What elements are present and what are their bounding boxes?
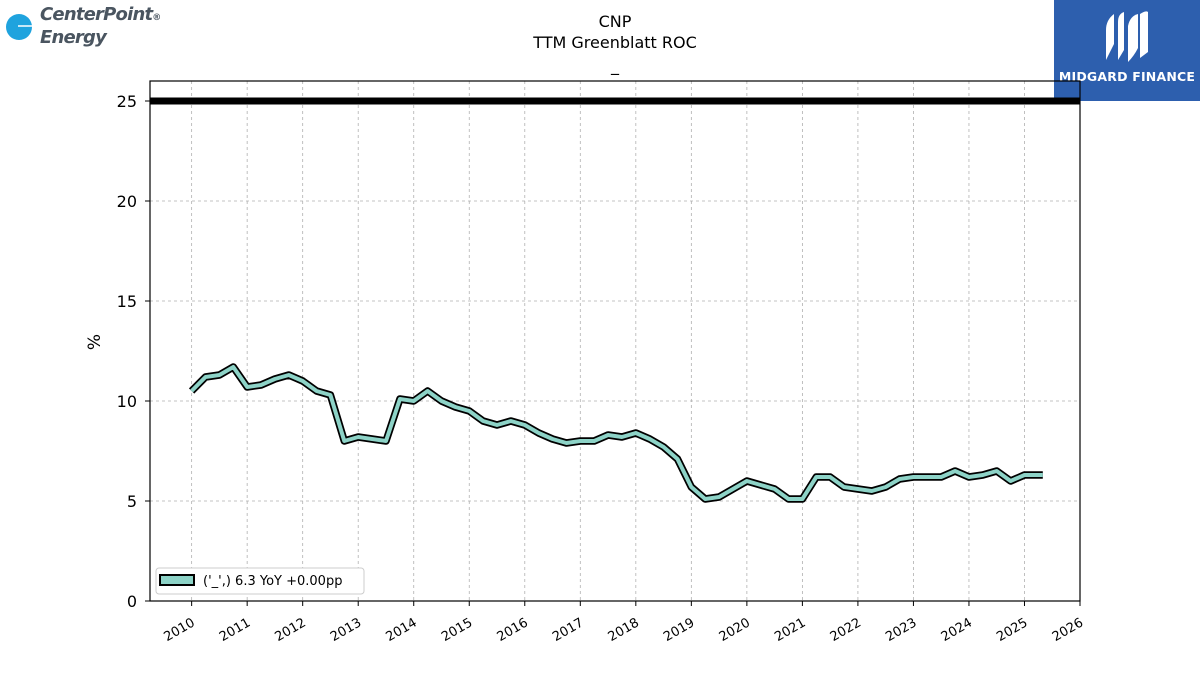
y-tick-label: 25 <box>117 92 137 111</box>
y-tick-label: 15 <box>117 292 137 311</box>
plot-frame <box>149 80 1081 602</box>
y-axis: 0 5 10 15 20 25 <box>117 92 150 611</box>
midgard-finance-logo: MIDGARD FINANCE <box>1054 0 1200 101</box>
x-tick-label: 2010 <box>161 615 197 645</box>
series-layer <box>188 363 1043 503</box>
x-tick-label: 2017 <box>550 615 586 645</box>
legend-swatch <box>159 574 195 586</box>
x-tick-label: 2016 <box>495 615 531 645</box>
x-tick-label: 2019 <box>661 615 697 645</box>
legend: ('_',) 6.3 YoY +0.00pp <box>155 567 365 595</box>
x-tick-label: 2011 <box>217 615 253 645</box>
x-tick-label: 2012 <box>273 615 309 645</box>
x-tick-label: 2022 <box>828 615 864 645</box>
centerpoint-logo: CenterPoint® Energy <box>4 4 161 54</box>
midgard-emblem-icon <box>1106 11 1148 62</box>
y-tick-label: 5 <box>127 492 137 511</box>
x-tick-label: 2014 <box>384 615 420 645</box>
logo-line1: CenterPoint® <box>40 4 161 25</box>
y-tick-label: 10 <box>117 392 137 411</box>
legend-label: ('_',) 6.3 YoY +0.00pp <box>203 574 342 589</box>
x-tick-label: 2013 <box>328 615 364 645</box>
series-line-outline <box>188 363 1043 503</box>
y-tick-label: 0 <box>127 592 137 611</box>
midgard-logo-text: MIDGARD FINANCE <box>1058 69 1196 84</box>
x-tick-label: 2015 <box>439 615 475 645</box>
x-tick-label: 2021 <box>772 615 808 645</box>
x-tick-label: 2023 <box>883 615 919 645</box>
series-line <box>190 365 1043 501</box>
legend-box <box>155 567 365 595</box>
x-axis: 2010 2011 2012 2013 2014 2015 2016 2017 2018 2019… <box>161 601 1086 645</box>
logo-line2: Energy <box>40 27 107 48</box>
chart-subtitle2: _ <box>610 56 620 76</box>
x-tick-label: 2018 <box>606 615 642 645</box>
chart-title: CNP <box>599 12 632 31</box>
x-tick-label: 2025 <box>994 615 1030 645</box>
chart-subtitle: TTM Greenblatt ROC <box>532 33 697 52</box>
x-tick-label: 2024 <box>939 615 975 645</box>
y-axis-label: % <box>85 334 105 350</box>
x-tick-label: 2026 <box>1050 615 1086 645</box>
centerpoint-globe-icon <box>6 14 40 40</box>
grid <box>150 81 1081 602</box>
x-tick-label: 2020 <box>717 615 753 645</box>
y-tick-label: 20 <box>117 192 137 211</box>
